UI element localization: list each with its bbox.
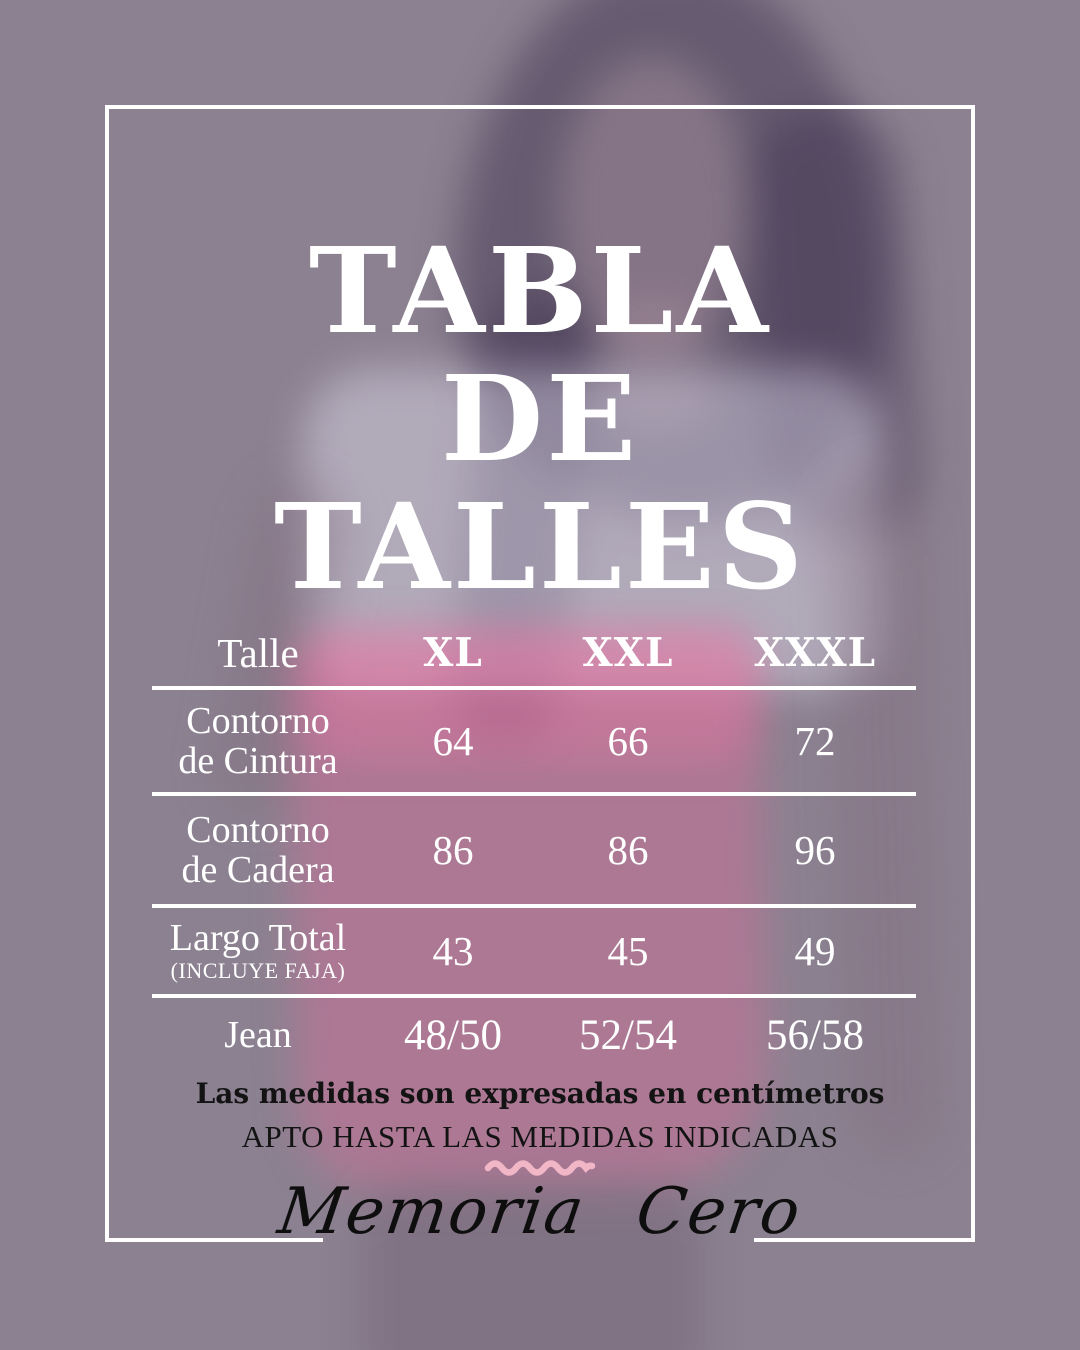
table-row-contorno-cadera: Contorno de Cadera 86 86 96	[152, 796, 916, 908]
cintura-xxl: 66	[607, 718, 649, 764]
row-label: Jean	[152, 1015, 364, 1055]
table-row-contorno-cintura: Contorno de Cintura 64 66 72	[152, 690, 916, 796]
largo-xxxl: 49	[794, 928, 836, 974]
table-row-largo-total: Largo Total (INCLUYE FAJA) 43 45 49	[152, 908, 916, 998]
header-talle-label: Talle	[217, 630, 299, 676]
photo-hair-shape	[455, 0, 885, 520]
frame-bottom-right-line	[754, 1238, 975, 1242]
header-size-xl: XL	[423, 630, 483, 676]
photo-legs-shape	[365, 1185, 700, 1350]
title-line-3: TALLES	[273, 477, 806, 617]
photo-neck-shape	[598, 300, 713, 430]
cadera-xl: 86	[432, 827, 474, 873]
row-label-line1: Jean	[224, 1014, 292, 1056]
row-label-line1: Contorno	[186, 700, 330, 742]
table-row-jean: Jean 48/50 52/54 56/58	[152, 998, 916, 1072]
row-label-note: (INCLUYE FAJA)	[170, 958, 346, 983]
frame-bottom-left-line	[105, 1238, 323, 1242]
units-note: Las medidas son expresadas en centímetro…	[195, 1077, 885, 1110]
jean-xxl: 52/54	[579, 1011, 677, 1059]
row-label: Contorno de Cintura	[152, 701, 364, 781]
title-line-2: DE	[440, 349, 640, 489]
row-label-line2: de Cintura	[178, 740, 338, 782]
cintura-xxxl: 72	[794, 718, 836, 764]
frame-left-line	[105, 105, 109, 1242]
page-title: TABLA DE TALLES	[0, 227, 1080, 611]
row-label: Largo Total (INCLUYE FAJA)	[152, 918, 364, 984]
row-label-line1: Contorno	[186, 809, 330, 851]
size-table: Talle XL XXL XXXL Contorno de Cintura 64…	[152, 620, 916, 1072]
jean-xxxl: 56/58	[766, 1011, 864, 1059]
brand-signature: Memoria Cero	[273, 1175, 807, 1249]
largo-xl: 43	[432, 928, 474, 974]
row-label: Contorno de Cadera	[152, 810, 364, 890]
title-line-1: TABLA	[308, 221, 772, 361]
header-size-xxxl: XXXL	[753, 630, 877, 676]
frame-top-line	[105, 105, 975, 109]
photo-shirt-shape	[303, 368, 881, 690]
largo-xxl: 45	[607, 928, 649, 974]
footer-notes: Las medidas son expresadas en centímetro…	[0, 1077, 1080, 1176]
jean-xl: 48/50	[404, 1011, 502, 1059]
cadera-xxxl: 96	[794, 827, 836, 873]
fit-note: APTO HASTA LAS MEDIDAS INDICADAS	[241, 1119, 839, 1154]
frame-right-line	[971, 105, 975, 1242]
row-label-line2: de Cadera	[181, 849, 335, 891]
header-size-xxl: XXL	[582, 630, 674, 676]
size-table-header-row: Talle XL XXL XXXL	[152, 620, 916, 690]
cadera-xxl: 86	[607, 827, 649, 873]
cintura-xl: 64	[432, 718, 474, 764]
photo-skirt-waist-shape	[303, 630, 758, 760]
row-label-line1: Largo Total	[169, 917, 347, 959]
pink-squiggle-underline-icon	[484, 1160, 596, 1176]
